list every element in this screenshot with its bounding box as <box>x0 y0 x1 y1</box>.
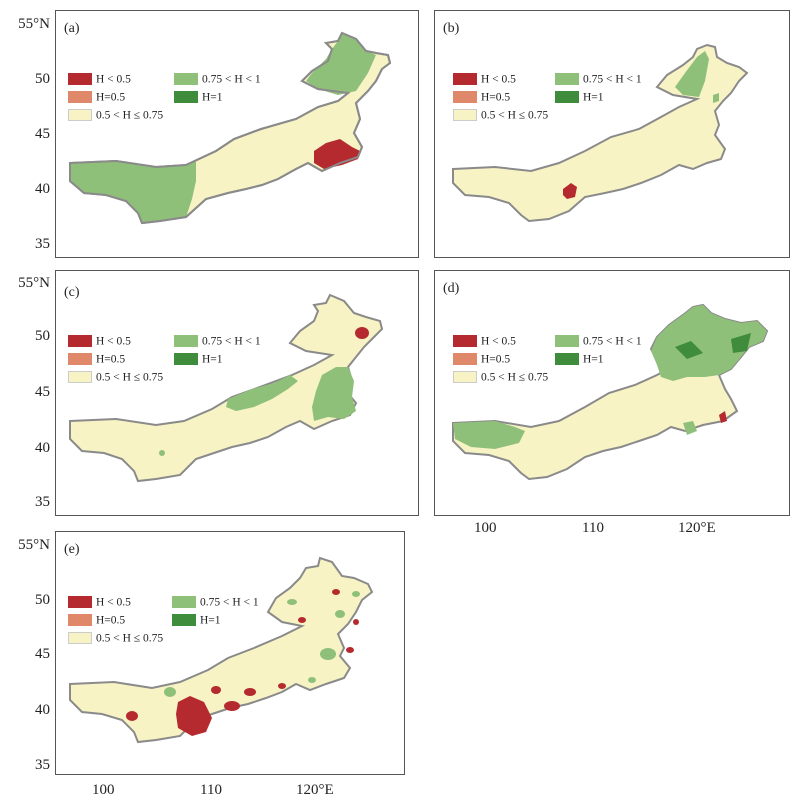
swatch <box>172 596 196 609</box>
legend-item-high: 0.75 < H < 1 <box>555 335 642 348</box>
y-tick-label: 50 <box>35 71 50 87</box>
swatch <box>68 91 92 104</box>
legend-item-mid: 0.5 < H ≤ 0.75 <box>68 109 163 122</box>
legend-item-low: H < 0.5 <box>453 335 516 348</box>
swatch <box>174 91 198 104</box>
legend-item-half: H=0.5 <box>68 614 125 627</box>
x-tick-label: 110 <box>582 520 604 536</box>
swatch <box>453 73 477 86</box>
swatch <box>172 614 196 627</box>
legend: H < 0.5 H=0.5 0.5 < H ≤ 0.75 0.75 < H < … <box>453 335 673 395</box>
y-tick-label: 45 <box>35 384 50 400</box>
x-tick-label: 120°E <box>296 782 334 798</box>
map-panel-d: (d) H < 0.5 H=0.5 0.5 < H ≤ 0.75 0.75 < … <box>434 270 790 516</box>
swatch <box>68 614 92 627</box>
panel-label: (d) <box>443 281 460 296</box>
swatch <box>174 335 198 348</box>
legend-item-low: H < 0.5 <box>453 73 516 86</box>
y-tick-label: 50 <box>35 592 50 608</box>
y-tick-label: 35 <box>35 236 50 252</box>
swatch <box>453 353 477 366</box>
legend: H < 0.5 H=0.5 0.5 < H ≤ 0.75 0.75 < H < … <box>68 335 288 395</box>
legend-item-one: H=1 <box>172 614 221 627</box>
legend-item-low: H < 0.5 <box>68 73 131 86</box>
legend-item-mid: 0.5 < H ≤ 0.75 <box>68 371 163 384</box>
legend: H < 0.5 H=0.5 0.5 < H ≤ 0.75 0.75 < H < … <box>68 596 288 656</box>
legend-item-high: 0.75 < H < 1 <box>174 73 261 86</box>
panel-label: (b) <box>443 21 460 36</box>
swatch <box>68 109 92 122</box>
map-panel-a: (a) H < 0.5 H=0.5 0.5 < H ≤ 0.75 0.75 < … <box>55 10 419 258</box>
legend-item-half: H=0.5 <box>453 353 510 366</box>
legend-item-high: 0.75 < H < 1 <box>172 596 259 609</box>
legend-item-one: H=1 <box>555 353 604 366</box>
y-tick-label: 35 <box>35 494 50 510</box>
map-panel-c: (c) H < 0.5 H=0.5 0.5 < H ≤ 0.75 0.75 < … <box>55 270 419 516</box>
legend-item-half: H=0.5 <box>453 91 510 104</box>
legend-item-one: H=1 <box>174 91 223 104</box>
y-tick-label: 45 <box>35 646 50 662</box>
swatch <box>174 73 198 86</box>
swatch <box>453 335 477 348</box>
legend-item-one: H=1 <box>174 353 223 366</box>
y-tick-label: 55°N <box>18 16 50 32</box>
legend-item-one: H=1 <box>555 91 604 104</box>
legend-item-half: H=0.5 <box>68 353 125 366</box>
swatch <box>68 335 92 348</box>
swatch <box>555 353 579 366</box>
x-tick-label: 100 <box>474 520 497 536</box>
panel-label: (e) <box>64 542 80 557</box>
y-tick-label: 55°N <box>18 537 50 553</box>
legend-item-low: H < 0.5 <box>68 335 131 348</box>
y-tick-label: 40 <box>35 181 50 197</box>
legend-item-half: H=0.5 <box>68 91 125 104</box>
swatch <box>453 91 477 104</box>
swatch <box>68 596 92 609</box>
map-panel-e: (e) H < 0.5 H=0.5 0.5 < H ≤ 0.75 0.75 < … <box>55 531 405 775</box>
swatch <box>68 371 92 384</box>
y-tick-label: 40 <box>35 440 50 456</box>
x-tick-label: 100 <box>92 782 115 798</box>
map-panel-b: (b) H < 0.5 H=0.5 0.5 < H ≤ 0.75 0.75 < … <box>434 10 790 258</box>
y-tick-label: 55°N <box>18 275 50 291</box>
y-tick-label: 35 <box>35 757 50 773</box>
x-tick-label: 120°E <box>678 520 716 536</box>
swatch <box>68 632 92 645</box>
swatch <box>555 91 579 104</box>
legend-item-low: H < 0.5 <box>68 596 131 609</box>
legend-item-mid: 0.5 < H ≤ 0.75 <box>453 109 548 122</box>
swatch <box>453 109 477 122</box>
legend-item-mid: 0.5 < H ≤ 0.75 <box>68 632 163 645</box>
panel-label: (a) <box>64 21 80 36</box>
legend: H < 0.5 H=0.5 0.5 < H ≤ 0.75 0.75 < H < … <box>68 73 288 133</box>
panel-label: (c) <box>64 285 80 300</box>
legend-item-mid: 0.5 < H ≤ 0.75 <box>453 371 548 384</box>
x-tick-label: 110 <box>200 782 222 798</box>
swatch <box>555 335 579 348</box>
swatch <box>68 353 92 366</box>
swatch <box>555 73 579 86</box>
legend-item-high: 0.75 < H < 1 <box>555 73 642 86</box>
y-tick-label: 45 <box>35 126 50 142</box>
swatch <box>68 73 92 86</box>
legend-item-high: 0.75 < H < 1 <box>174 335 261 348</box>
swatch <box>174 353 198 366</box>
y-tick-label: 50 <box>35 328 50 344</box>
y-tick-label: 40 <box>35 702 50 718</box>
legend: H < 0.5 H=0.5 0.5 < H ≤ 0.75 0.75 < H < … <box>453 73 673 133</box>
swatch <box>453 371 477 384</box>
